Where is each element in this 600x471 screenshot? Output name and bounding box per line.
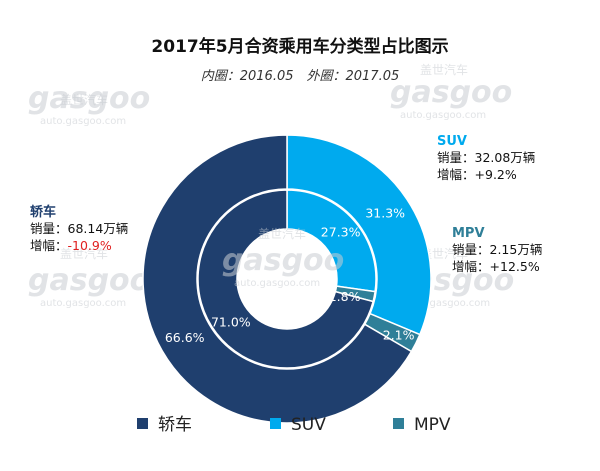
annotation-suv-growth-label: 增幅： [437,167,475,182]
watermark-logo-2: gasgoo [390,75,512,110]
outer-slice-sedan [142,134,413,424]
watermark-cn-2: 盖世汽车 [420,62,468,77]
annotation-sedan-growth-label: 增幅： [30,238,68,253]
inner-slice-sedan [197,189,375,369]
annotation-sedan-growth-value: -10.9% [68,238,112,253]
inner-slice-suv [286,189,377,293]
legend: 轿车 SUV MPV [137,415,451,435]
inner-label-mpv: 1.8% [329,289,361,304]
watermark-url-1: auto.gasgoo.com [40,116,126,127]
annotation-mpv-growth: 增幅：+12.5% [452,259,540,274]
watermark-cn-center: 盖世汽车 [258,226,306,241]
chart-subtitle: 内圈：2016.05 外圈：2017.05 [201,69,400,84]
watermark-url-3: auto.gasgoo.com [40,298,126,309]
legend-swatch-mpv [393,418,404,429]
legend-label-suv: SUV [291,415,326,435]
annotation-mpv-name: MPV [452,226,485,241]
annotation-sedan-name: 轿车 [30,204,56,220]
annotation-suv-growth: 增幅：+9.2% [437,167,517,182]
inner-label-sedan: 71.0% [211,314,251,329]
outer-slice-suv [286,134,432,336]
annotation-mpv: MPV 销量：2.15万辆 增幅：+12.5% [452,226,542,274]
center-watermark: 盖世汽车 gasgoo auto.gasgoo.com [222,226,344,289]
annotation-sedan: 轿车 销量：68.14万辆 增幅：-10.9% [30,204,128,253]
outer-label-mpv: 2.1% [383,328,415,343]
annotation-suv-sales: 销量：32.08万辆 [437,150,535,165]
annotation-suv: SUV 销量：32.08万辆 增幅：+9.2% [437,134,535,182]
watermark-cn-3: 盖世汽车 [60,246,108,261]
watermark-logo-center: gasgoo [222,243,344,278]
watermark-url-2: auto.gasgoo.com [400,110,486,121]
annotation-mpv-growth-value: +12.5% [490,259,540,274]
annotation-mpv-sales: 销量：2.15万辆 [452,242,542,257]
legend-label-sedan: 轿车 [158,415,192,435]
legend-swatch-sedan [137,418,148,429]
watermark-logo-3: gasgoo [28,263,150,298]
slice-labels: 27.3% 1.8% 71.0% 31.3% 2.1% 66.6% [165,206,415,345]
watermark-cn-4: 盖世汽车 [420,246,468,261]
outer-label-suv: 31.3% [365,206,405,221]
watermark-cn-1: 盖世汽车 [60,92,108,107]
annotation-suv-growth-value: +9.2% [475,167,517,182]
annotation-mpv-growth-label: 增幅： [452,259,490,274]
watermark-url-4: auto.gasgoo.com [404,298,490,309]
annotation-suv-name: SUV [437,134,467,149]
annotation-sedan-sales: 销量：68.14万辆 [30,221,128,236]
inner-label-suv: 27.3% [321,225,361,240]
chart-title: 2017年5月合资乘用车分类型占比图示 [151,36,448,57]
watermark-logo-1: gasgoo [28,81,150,116]
annotation-sedan-growth: 增幅：-10.9% [30,238,112,253]
donut-rings [142,134,432,424]
outer-label-sedan: 66.6% [165,330,205,345]
legend-label-mpv: MPV [414,415,451,435]
legend-swatch-suv [270,418,281,429]
watermark-url-center: auto.gasgoo.com [234,278,320,289]
